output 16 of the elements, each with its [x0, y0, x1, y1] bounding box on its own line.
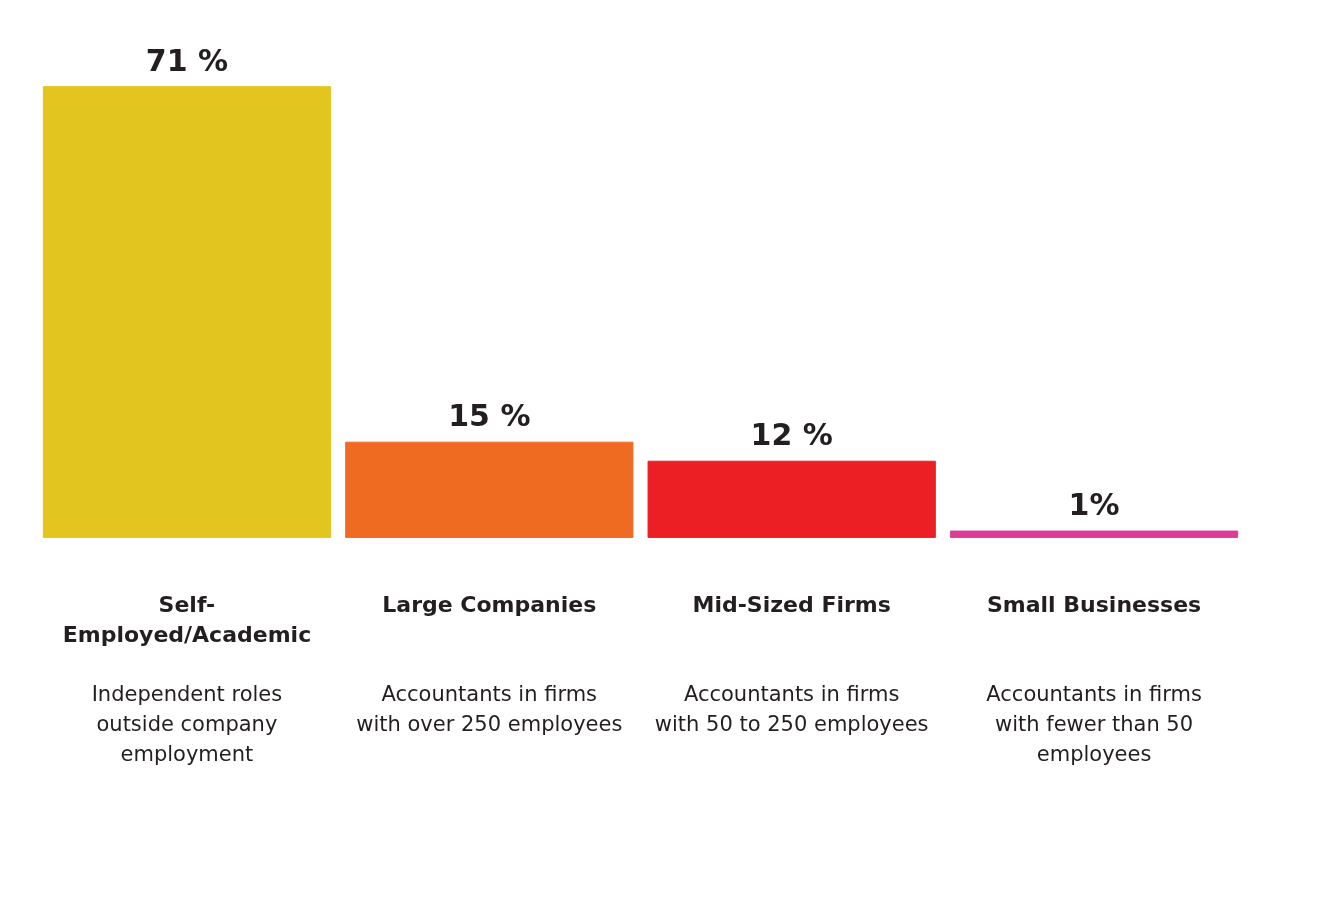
text: Accountants in firms with fewer than 50 employees	[986, 681, 1202, 766]
x-tick-label: Mid-Sized Firms	[692, 591, 891, 617]
data-label: 15 %	[448, 398, 531, 434]
text: Accountants in firms with over 250 employees	[356, 681, 623, 736]
x-tick-label: Self-Employed/Academic	[62, 591, 312, 647]
bar	[42, 86, 332, 538]
text: Independent roles outside company employment	[91, 681, 283, 766]
data-label: 12 %	[750, 417, 833, 453]
data-label: 1%	[1068, 487, 1120, 523]
text: Accountants in firms with 50 to 250 employees	[654, 681, 929, 736]
x-tick-label: Small Businesses	[986, 591, 1202, 617]
x-tick-label: Large Companies	[382, 591, 597, 617]
bar	[345, 441, 634, 538]
bar	[949, 530, 1239, 538]
data-label: 71 %	[145, 42, 229, 78]
bar	[647, 460, 936, 538]
